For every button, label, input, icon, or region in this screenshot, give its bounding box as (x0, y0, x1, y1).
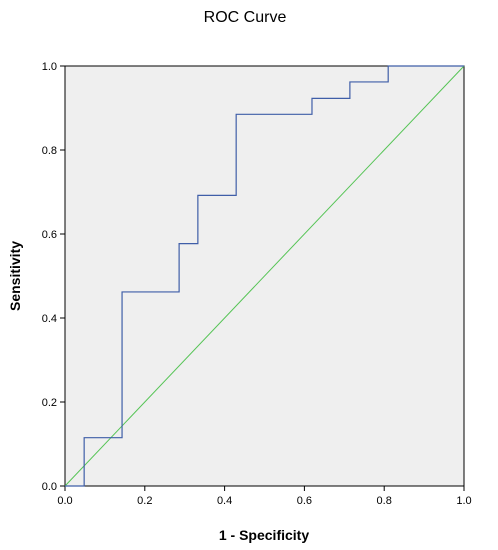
x-tick-label: 0.4 (217, 495, 232, 507)
y-tick-label: 0.2 (42, 397, 57, 409)
x-tick-label: 0.6 (297, 495, 312, 507)
y-tick-label: 0.0 (42, 481, 57, 493)
y-axis-label: Sensitivity (7, 241, 23, 311)
roc-curve-line (65, 65, 464, 487)
x-axis-label: 1 - Specificity (219, 527, 309, 543)
x-axis: 0.0 0.2 0.4 0.6 0.8 1.0 (57, 486, 472, 507)
x-tick-label: 0.2 (137, 495, 152, 507)
y-axis: 0.0 0.2 0.4 0.6 0.8 1.0 (42, 61, 65, 493)
y-tick-label: 0.6 (42, 229, 57, 241)
x-tick-label: 1.0 (456, 495, 471, 507)
chart-title: ROC Curve (204, 9, 287, 26)
y-tick-label: 0.8 (42, 145, 57, 157)
reference-diagonal-line (64, 65, 465, 487)
x-tick-label: 0.8 (377, 495, 392, 507)
y-tick-label: 0.4 (42, 313, 57, 325)
x-tick-label: 0.0 (57, 495, 72, 507)
y-tick-label: 1.0 (42, 61, 57, 73)
